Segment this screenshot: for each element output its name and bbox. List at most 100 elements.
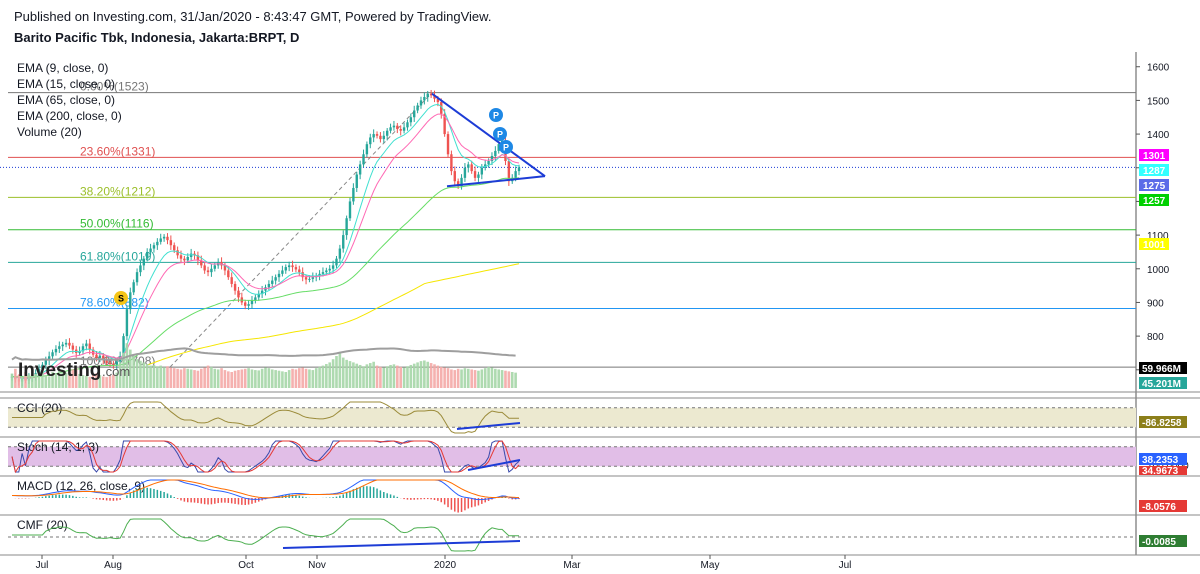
x-tick-label: Mar bbox=[563, 560, 581, 571]
candle-body bbox=[257, 294, 260, 298]
indicator-legend: EMA (65, close, 0) bbox=[17, 93, 115, 107]
ema9-line bbox=[11, 103, 520, 380]
volume-bar bbox=[149, 365, 152, 388]
candle-body bbox=[122, 336, 125, 357]
candle-body bbox=[396, 125, 399, 130]
volume-bar bbox=[500, 370, 504, 388]
volume-bar bbox=[504, 370, 507, 388]
candle-body bbox=[301, 272, 304, 278]
volume-bar bbox=[335, 356, 338, 388]
candle-body bbox=[345, 218, 348, 236]
candle-body bbox=[142, 258, 146, 266]
candle-body bbox=[352, 187, 355, 202]
candle-body bbox=[223, 265, 227, 271]
candle-body bbox=[470, 164, 473, 172]
candle-body bbox=[389, 127, 392, 131]
price-badge-label: 1287 bbox=[1143, 166, 1166, 177]
volume-bar bbox=[331, 359, 335, 388]
y-tick-label: 800 bbox=[1147, 332, 1164, 343]
volume-badge bbox=[1139, 362, 1187, 374]
x-tick-label: Jul bbox=[36, 560, 49, 571]
volume-bar bbox=[419, 361, 423, 388]
volume-bar bbox=[372, 361, 375, 388]
volume-bar bbox=[487, 366, 490, 388]
volume-bar bbox=[176, 368, 179, 388]
signal-marker-label: P bbox=[503, 143, 509, 153]
candle-body bbox=[166, 236, 169, 241]
signal-marker-label: S bbox=[118, 294, 124, 304]
chart-header: Published on Investing.com, 31/Jan/2020 … bbox=[0, 0, 1200, 52]
candle-body bbox=[440, 102, 443, 114]
volume-bar bbox=[159, 365, 163, 388]
volume-bar bbox=[270, 369, 274, 388]
candle-body bbox=[399, 129, 402, 131]
volume-bar bbox=[183, 368, 186, 388]
volume-bar bbox=[453, 370, 457, 388]
candle-body bbox=[308, 278, 311, 280]
volume-bar bbox=[189, 369, 193, 388]
volume-bar bbox=[247, 368, 250, 388]
volume-bar bbox=[139, 360, 142, 388]
y-tick-label: 1000 bbox=[1147, 265, 1170, 276]
fib-label: 0.00%(1523) bbox=[80, 80, 149, 94]
candle-body bbox=[338, 248, 342, 259]
candle-body bbox=[146, 251, 149, 259]
candle-body bbox=[284, 267, 287, 271]
candle-body bbox=[294, 267, 298, 270]
fib-label: 78.60%(882) bbox=[80, 296, 149, 310]
volume-bar bbox=[379, 366, 382, 388]
volume-bar bbox=[108, 375, 112, 388]
cci-title: CCI (20) bbox=[17, 401, 62, 415]
volume-bar bbox=[467, 368, 470, 388]
volume-bar bbox=[473, 370, 477, 388]
volume-bar bbox=[105, 377, 108, 388]
stoch-divergence-line bbox=[467, 459, 521, 471]
volume-bar bbox=[402, 367, 406, 388]
cmf-badge bbox=[1139, 535, 1187, 547]
candle-body bbox=[227, 270, 230, 278]
x-tick-label: May bbox=[701, 560, 720, 571]
candle-body bbox=[196, 255, 200, 261]
candle-body bbox=[416, 105, 419, 111]
candle-body bbox=[429, 93, 433, 96]
volume-bar bbox=[78, 373, 81, 388]
candle-body bbox=[71, 345, 75, 350]
cmf-title: CMF (20) bbox=[17, 518, 68, 532]
candle-body bbox=[179, 255, 183, 259]
volume-bar bbox=[365, 364, 369, 388]
candle-body bbox=[426, 93, 429, 98]
volume-bar bbox=[368, 363, 372, 388]
volume-bar bbox=[230, 372, 233, 388]
volume-bar bbox=[399, 366, 402, 388]
indicator-legend: EMA (200, close, 0) bbox=[17, 109, 122, 123]
candle-body bbox=[274, 277, 277, 281]
y-tick-label: 1100 bbox=[1147, 231, 1169, 242]
volume-bar bbox=[122, 352, 125, 388]
volume-bar bbox=[510, 372, 514, 388]
volume-bar bbox=[281, 371, 284, 388]
candle-body bbox=[250, 300, 254, 305]
candle-body bbox=[105, 359, 108, 364]
candle-body bbox=[254, 297, 257, 301]
volume-bar bbox=[338, 352, 342, 388]
volume-bar bbox=[477, 370, 480, 388]
candle-body bbox=[210, 268, 213, 273]
cci-band bbox=[8, 407, 1136, 428]
volume-bar bbox=[98, 375, 102, 388]
volume-bar bbox=[95, 373, 98, 388]
volume-bar bbox=[382, 367, 386, 388]
volume-bar bbox=[392, 364, 396, 388]
candle-body bbox=[247, 304, 250, 306]
candle-body bbox=[149, 248, 152, 252]
volume-bar bbox=[277, 370, 281, 388]
trendline-lower bbox=[446, 175, 546, 188]
volume-bar bbox=[446, 368, 450, 388]
stoch-k-line bbox=[11, 440, 520, 473]
volume-badge bbox=[1139, 377, 1187, 389]
volume-bar bbox=[88, 376, 92, 388]
volume-bar bbox=[34, 373, 37, 388]
volume-bar bbox=[54, 373, 58, 388]
candle-body bbox=[162, 236, 166, 239]
candle-body bbox=[129, 292, 132, 310]
